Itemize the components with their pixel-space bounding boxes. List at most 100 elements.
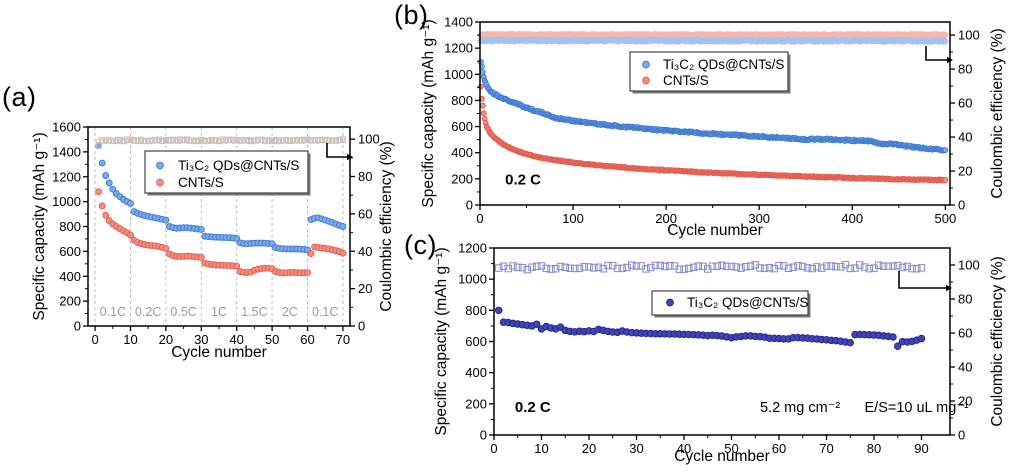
data-point xyxy=(865,264,873,273)
data-point xyxy=(162,136,169,144)
data-point xyxy=(860,263,869,271)
series-cnts-s-capacity xyxy=(477,83,949,184)
data-point xyxy=(141,137,148,145)
data-point xyxy=(784,264,793,273)
x-tick-label: 70 xyxy=(336,332,350,347)
data-point xyxy=(765,263,774,272)
y2-tick-label: 40 xyxy=(958,360,972,375)
data-point xyxy=(523,265,531,274)
x-tick-label: 60 xyxy=(300,332,314,347)
data-point xyxy=(879,262,888,270)
data-point xyxy=(818,264,826,272)
data-point xyxy=(537,36,544,43)
data-point xyxy=(339,223,347,230)
data-point xyxy=(212,137,219,144)
data-point xyxy=(336,136,343,143)
legend: Ti₃C₂ QDs@CNTs/S xyxy=(651,290,811,318)
data-point xyxy=(258,136,265,143)
rate-label: 0.1C xyxy=(312,305,338,319)
x-tick-label: 70 xyxy=(819,441,833,456)
data-point xyxy=(511,38,518,45)
y-axis-label: Specific capacity (mAh g⁻¹) xyxy=(433,247,450,435)
data-point xyxy=(109,137,116,144)
data-point xyxy=(198,136,205,144)
legend-label: Ti₃C₂ QDs@CNTs/S xyxy=(178,158,299,173)
data-point xyxy=(528,263,536,271)
axis-ticks: 0 10 20 30 40 50 60 70 80 90020040060080010001200… xyxy=(458,241,980,457)
data-point xyxy=(261,137,269,144)
panel-c-label: (c) xyxy=(404,230,437,260)
annotation: 5.2 mg cm⁻² xyxy=(760,400,840,416)
data-point xyxy=(272,137,279,144)
data-point xyxy=(205,137,212,144)
data-point xyxy=(233,262,241,270)
data-point xyxy=(609,36,616,43)
x-tick-label: 80 xyxy=(867,441,881,456)
data-point xyxy=(808,264,816,273)
data-point xyxy=(604,261,612,270)
data-point xyxy=(300,136,308,143)
y-tick-label: 400 xyxy=(465,365,487,380)
data-point xyxy=(832,263,840,271)
data-point xyxy=(176,136,184,143)
data-point xyxy=(509,262,517,270)
data-point xyxy=(197,226,205,233)
data-point xyxy=(265,137,272,144)
data-point xyxy=(694,262,702,270)
y-tick-label: 600 xyxy=(59,244,81,259)
data-point xyxy=(813,263,821,271)
data-point xyxy=(180,136,187,144)
data-point xyxy=(286,137,293,145)
data-point xyxy=(116,136,123,144)
data-point xyxy=(152,137,159,144)
y2-tick-label: 60 xyxy=(958,326,972,341)
data-point xyxy=(113,137,120,144)
rate-label: 0.1C xyxy=(100,305,126,319)
data-point xyxy=(908,264,916,273)
efficiency-arrow xyxy=(898,271,946,289)
data-point xyxy=(822,262,831,270)
data-point xyxy=(794,262,802,270)
legend-label: Ti₃C₂ QDs@CNTs/S xyxy=(687,295,808,310)
x-tick-label: 30 xyxy=(194,332,208,347)
data-point xyxy=(689,263,698,272)
data-point xyxy=(755,37,762,45)
legend-label: Ti₃C₂ QDs@CNTs/S xyxy=(663,57,784,72)
data-point xyxy=(318,137,325,144)
data-point xyxy=(102,172,110,179)
data-point xyxy=(230,136,237,143)
y-tick-label: 600 xyxy=(465,334,487,349)
legend-label: CNTs/S xyxy=(178,175,224,190)
y2-tick-label: 80 xyxy=(358,169,372,184)
x-tick-label: 0 xyxy=(490,441,497,456)
data-point xyxy=(566,264,574,272)
axis-ticks: 0 100 200 300 400 500020040060080010001200140… xyxy=(444,15,980,227)
data-point xyxy=(594,263,603,271)
data-point xyxy=(575,264,584,273)
data-point xyxy=(846,338,855,347)
panel-b-label: (b) xyxy=(394,0,429,30)
panel-c-chart: 0 10 20 30 40 50 60 70 80 90020040060080010001200… xyxy=(433,241,1006,466)
annotation: 0.2 C xyxy=(515,399,551,416)
legend-marker xyxy=(156,161,164,170)
data-point xyxy=(537,262,546,270)
data-point xyxy=(727,262,736,271)
axis-ticks: 0 10 20 30 40 50 60 700200400600800100012001400… xyxy=(52,120,380,348)
data-point xyxy=(304,136,311,143)
data-point xyxy=(590,264,598,272)
y2-tick-label: 40 xyxy=(958,130,972,145)
data-point xyxy=(233,234,241,242)
efficiency-arrowhead xyxy=(946,284,952,292)
x-tick-label: 300 xyxy=(748,211,770,226)
data-point xyxy=(130,137,138,144)
y2-tick-label: 20 xyxy=(958,164,972,179)
data-point xyxy=(827,262,835,270)
data-point xyxy=(913,265,921,273)
data-point xyxy=(837,263,845,271)
data-point xyxy=(237,137,244,144)
y-tick-label: 800 xyxy=(451,93,473,108)
y-tick-label: 200 xyxy=(465,396,487,411)
data-point xyxy=(917,334,926,343)
x-tick-label: 90 xyxy=(914,441,928,456)
